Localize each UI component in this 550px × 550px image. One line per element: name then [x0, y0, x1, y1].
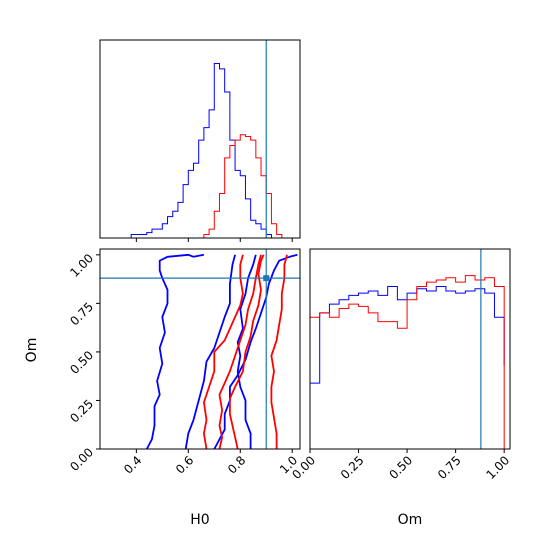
contour-frame	[99, 248, 301, 450]
om-hist-frame	[309, 248, 511, 450]
h0-om-contour-panel: 0.4 0.6 0.8 1.00.000.250.500.751.00	[67, 248, 301, 477]
om-y-tick-label: 0.25	[67, 397, 96, 426]
h0-hist-frame	[99, 39, 301, 239]
contour-red	[270, 254, 288, 449]
om-tick-label: 1.00	[484, 453, 513, 482]
contour-red	[229, 254, 265, 449]
om-y-tick-label: 0.50	[67, 348, 96, 377]
h0-histogram-panel	[99, 39, 301, 242]
om-hist-red	[310, 275, 505, 449]
om-tick-label: 0.25	[338, 453, 367, 482]
h0-tick-label: 0.6	[173, 453, 196, 476]
contour-blue	[213, 253, 298, 449]
om-hist-blue	[310, 286, 505, 384]
contour-red	[203, 254, 244, 449]
h0-hist-red	[110, 134, 293, 239]
xlabel-h0: H0	[190, 512, 209, 528]
contour-red	[218, 254, 262, 449]
xlabel-om: Om	[398, 512, 423, 528]
contour-lines	[146, 253, 298, 449]
om-histogram-panel: 0.00 0.25 0.50 0.75 1.00	[289, 248, 513, 482]
contour-blue	[184, 254, 236, 449]
h0-tick-label: 0.4	[121, 453, 144, 476]
om-tick-label: 0.50	[386, 453, 415, 482]
om-y-tick-label: 0.75	[67, 300, 96, 329]
contour-blue	[236, 254, 257, 449]
ylabel-om: Om	[24, 338, 40, 363]
contour-blue	[146, 253, 205, 449]
om-y-tick-label: 1.00	[67, 251, 96, 280]
h0-tick-label: 0.8	[225, 453, 248, 476]
h0-hist-blue	[110, 63, 293, 239]
truth-marker	[263, 275, 270, 282]
om-tick-label: 0.75	[435, 453, 464, 482]
om-y-tick-label: 0.00	[67, 445, 96, 474]
